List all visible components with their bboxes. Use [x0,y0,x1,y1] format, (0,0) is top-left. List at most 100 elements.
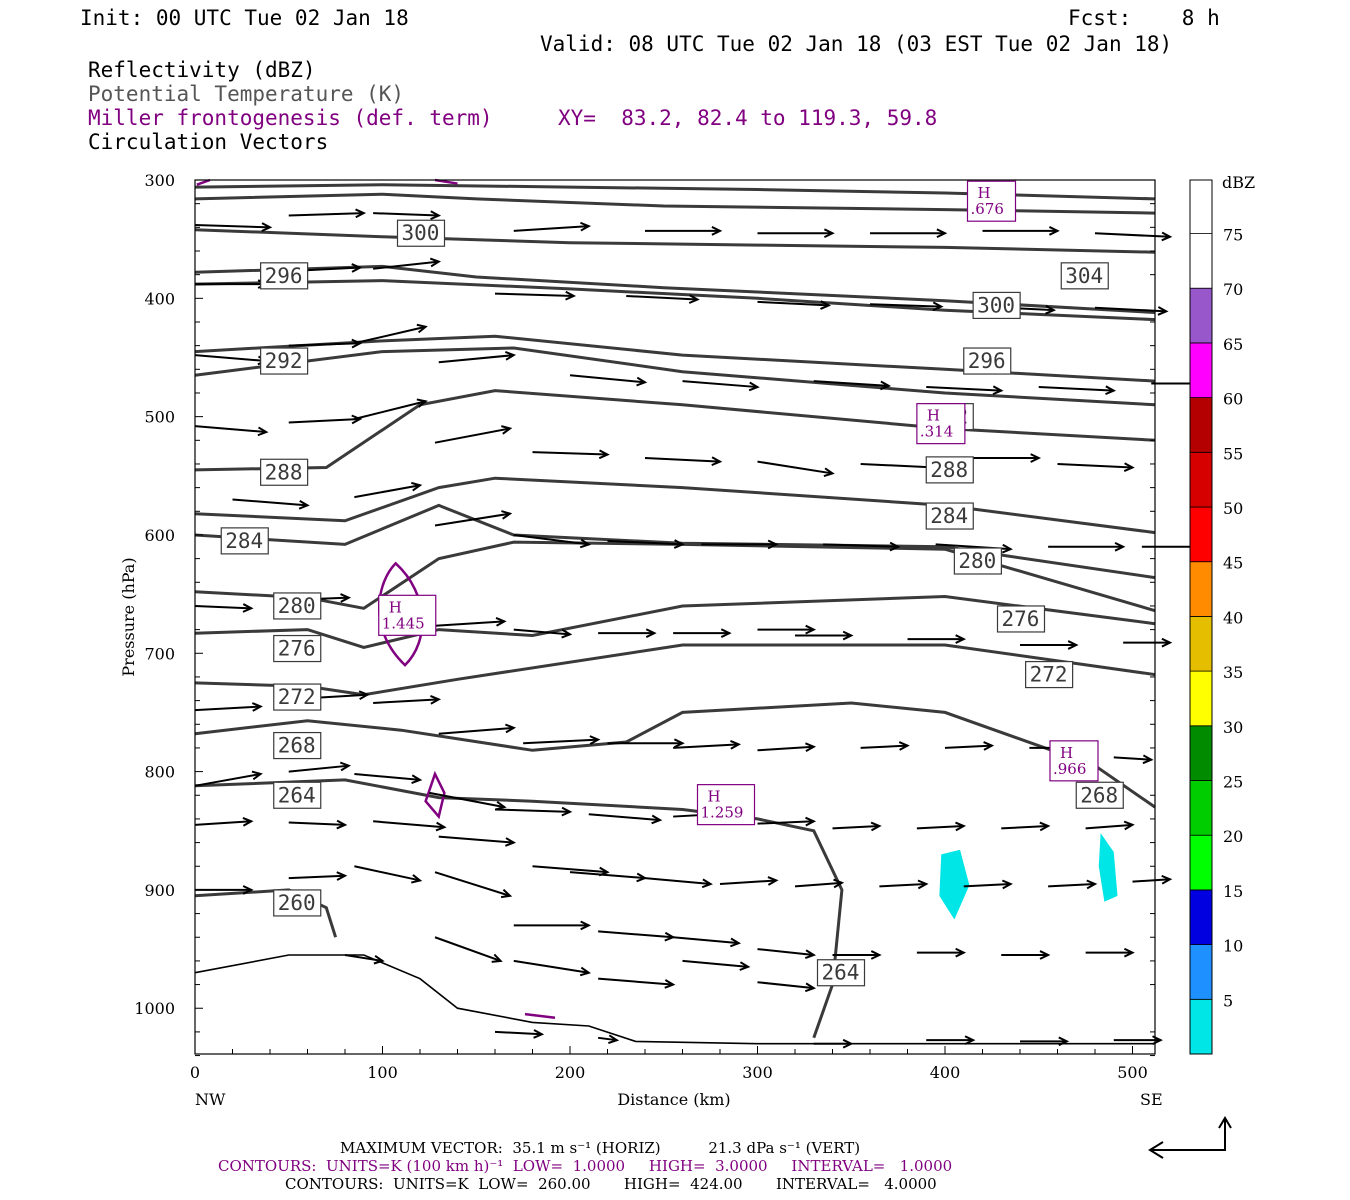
vector-head [1161,637,1173,648]
colorbar-swatch [1189,725,1213,781]
vector-head [242,816,254,827]
vector-shaft [916,825,964,830]
colorbar-label: 30 [1223,718,1243,737]
circulation-vector [869,301,944,312]
colorbar-swatch [1189,616,1213,672]
circulation-vector [438,723,517,735]
vector-shaft [354,400,426,420]
vector-head [298,499,310,510]
circulation-vector [860,462,938,472]
vector-head [504,351,517,361]
vector-shaft [373,698,439,704]
fronto-max-box [696,784,756,826]
vector-shaft [926,386,1002,392]
x-tick-label: 300 [742,1063,773,1082]
circulation-vector [832,950,882,960]
vector-shaft [494,808,571,813]
circulation-vector [813,1038,854,1049]
vector-head [1105,385,1117,396]
vector-head [636,376,648,387]
circulation-vector [1048,879,1098,890]
vector-head [1123,947,1135,958]
vector-head [430,210,442,221]
vector-shaft [194,705,261,712]
colorbar-swatch [1189,287,1213,344]
circulation-vector [569,374,648,387]
vector-head [767,539,779,550]
y-tick-label: 900 [144,881,175,900]
vector-shaft [434,512,511,527]
circulation-vector [513,959,592,977]
vector-shaft [682,959,749,968]
vector-head [501,510,513,520]
vector-head [351,263,363,273]
theta-contour-line [194,594,1156,649]
vector-head [501,425,513,435]
circulation-vector [795,630,854,641]
circulation-vector [860,741,910,751]
theta-contour-line [194,503,1156,580]
circulation-vector [682,380,760,392]
colorbar-label: 70 [1223,280,1243,299]
theta-contour-line [194,701,1156,809]
vector-shaft [232,498,308,507]
circulation-vector [373,257,442,270]
vector-shaft [682,380,758,389]
vector-shaft [879,883,927,888]
theta-label-box [220,527,269,555]
theta-label: 280 [958,549,996,573]
circulation-vector [288,338,363,349]
theta-label: 280 [278,594,316,618]
vector-shaft [644,457,721,463]
cross-section-endpoints: XY= 83.2, 82.4 to 119.3, 59.8 [558,106,938,130]
vector-shaft [1057,462,1133,469]
frontogenesis-contour [424,770,446,820]
circulation-vector [354,865,423,884]
circulation-vector [288,414,363,425]
vector-shaft [344,954,383,962]
vector-shaft [757,820,814,825]
theta-label-box [273,889,322,917]
theta-label-box [925,502,974,530]
colorbar-label: 55 [1223,444,1243,463]
vector-shaft [354,772,421,781]
theta-label: 272 [278,685,316,709]
circulation-vector [757,624,817,635]
circulation-vector [719,876,779,886]
vector-shaft [569,871,646,880]
vector-head [820,300,832,310]
theta-label: 272 [1030,663,1068,687]
colorbar-unit: dBZ [1222,173,1255,192]
vector-head [411,481,423,492]
vector-shaft [434,427,511,444]
vector-head [673,539,685,549]
vector-shaft [869,303,942,308]
x-left-endpoint: NW [195,1090,226,1109]
fronto-max-h: H [1060,744,1073,762]
colorbar-label: 60 [1223,390,1243,409]
vector-head [767,876,779,886]
colorbar: 5 10 15 20 25 30 35 40 45 50 55 60 65 70 75 [1189,179,1243,1055]
vector-head [416,398,428,408]
y-tick-label: 300 [144,171,175,190]
legend-potential-temperature: Potential Temperature (K) [88,82,405,106]
vector-shaft [513,225,589,232]
vector-shaft [569,374,646,384]
vector-head [339,761,352,772]
vector-head [358,690,370,700]
vector-head [870,821,882,832]
circulation-vector [944,741,995,751]
vector-head [983,741,995,751]
reference-vector [1148,1116,1232,1159]
vector-head [748,381,760,392]
vector-shaft [832,825,880,830]
vector-shaft [944,744,992,749]
colorbar-swatch [1189,451,1213,508]
circulation-vector [513,920,592,931]
vector-head [936,228,948,239]
x-tick-label: 500 [1117,1063,1148,1082]
legend-miller-frontogenesis: Miller frontogenesis (def. term) [88,106,493,130]
vector-shaft [288,874,346,880]
vector-head [917,879,929,890]
x-right-endpoint: SE [1140,1090,1163,1109]
